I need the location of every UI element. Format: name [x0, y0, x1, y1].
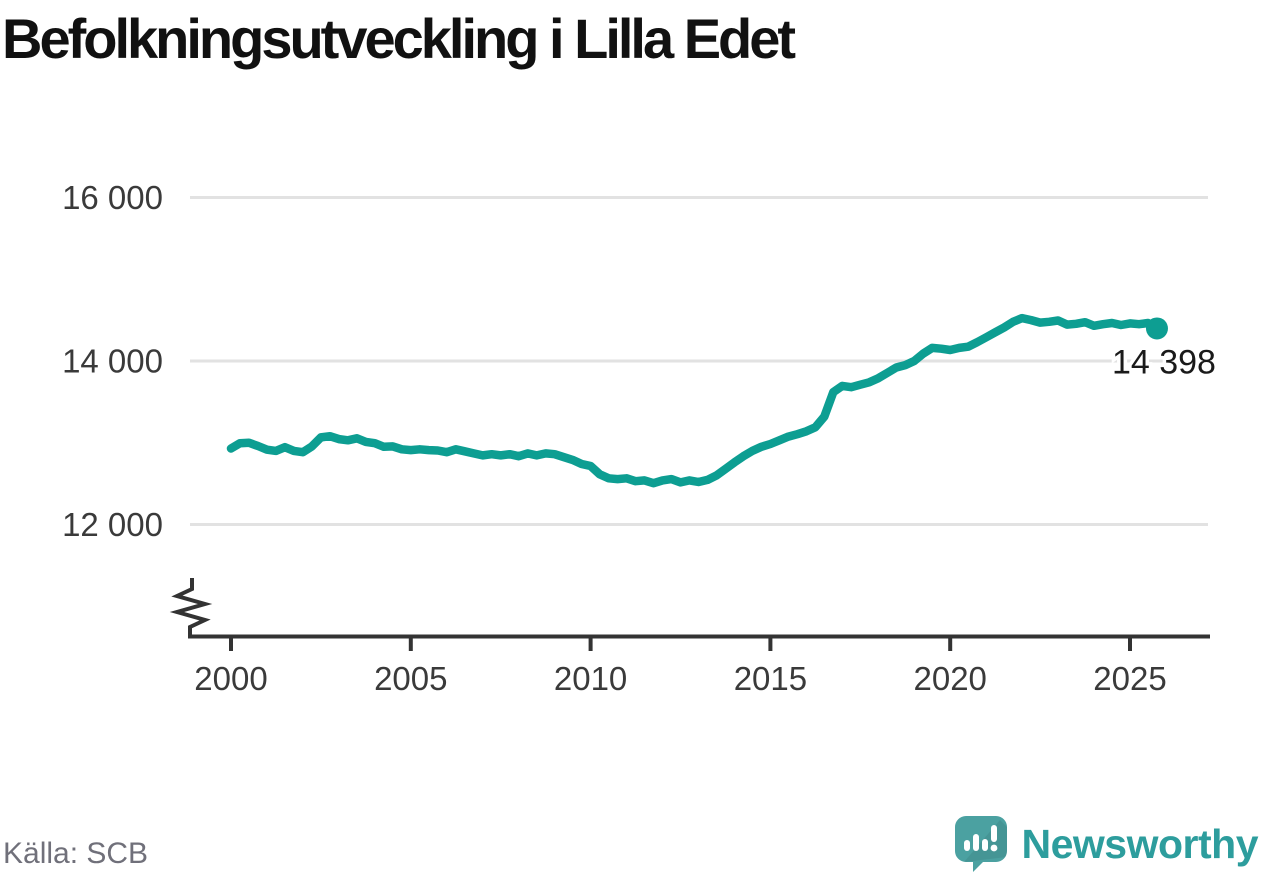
svg-text:2020: 2020	[913, 660, 986, 697]
newsworthy-wordmark: Newsworthy	[1021, 820, 1259, 867]
chart-title: Befolkningsutveckling i Lilla Edet	[2, 7, 796, 70]
x-axis: 2000 2005 2010 2015 2020 2025	[188, 634, 1210, 697]
gridlines	[190, 196, 1208, 526]
line-end-dot	[1145, 317, 1168, 340]
bar-chart-glyph	[963, 825, 997, 852]
svg-text:2005: 2005	[374, 660, 447, 697]
svg-text:14 000: 14 000	[62, 343, 163, 380]
svg-text:2025: 2025	[1093, 660, 1166, 697]
newsworthy-logo: Newsworthy	[954, 815, 1259, 873]
svg-text:2010: 2010	[554, 660, 627, 697]
newsworthy-speech-bubble-icon	[954, 816, 1007, 872]
svg-text:2015: 2015	[734, 660, 807, 697]
population-line-series	[226, 313, 1162, 488]
svg-text:12 000: 12 000	[62, 506, 163, 543]
source-label: Källa: SCB	[3, 837, 149, 870]
svg-text:16 000: 16 000	[62, 179, 163, 216]
svg-text:2000: 2000	[194, 660, 267, 697]
y-axis-break-zigzag-icon	[169, 578, 213, 636]
end-value-annotation: 14 398	[1112, 343, 1216, 381]
y-axis-labels: 16 000 14 000 12 000	[62, 179, 163, 543]
